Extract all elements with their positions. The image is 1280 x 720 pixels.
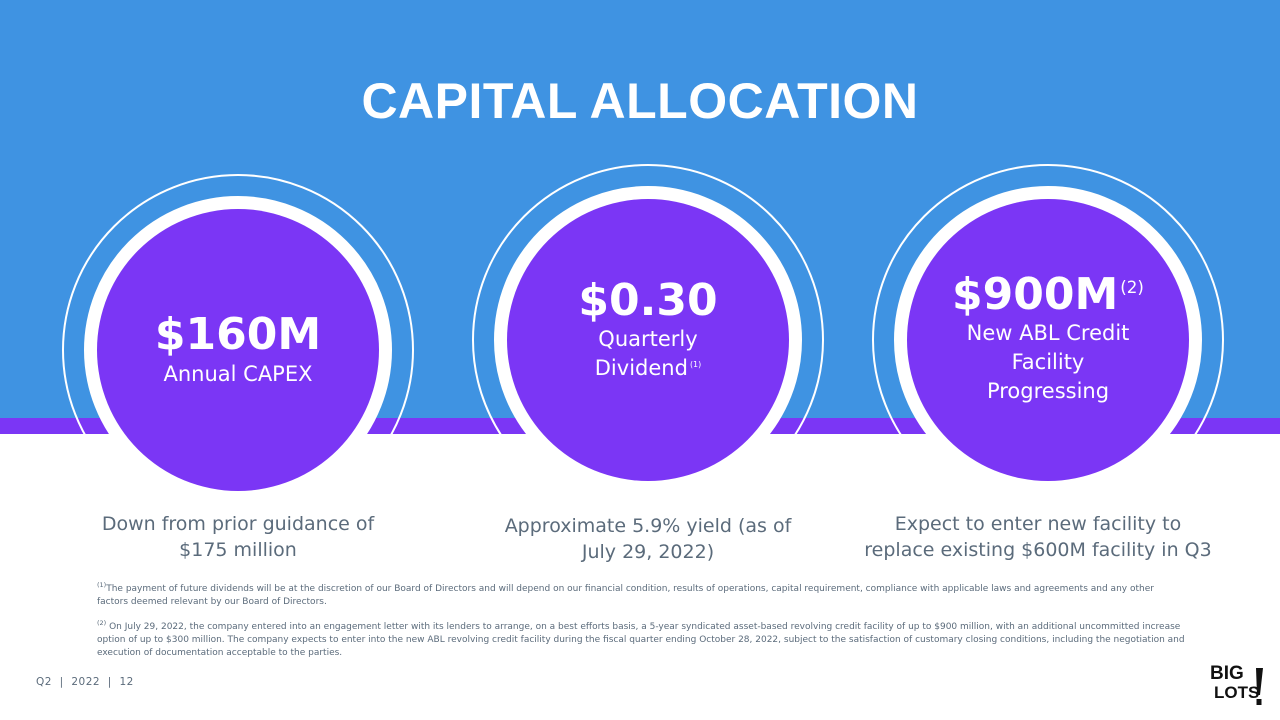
card-1-label: Annual CAPEX [163,361,313,386]
page-number: Q2 | 2022 | 12 [36,676,134,688]
card-2-value: $0.30 [578,275,718,326]
card-1-disc: $160M Annual CAPEX [97,209,379,491]
footnote-2: (2) On July 29, 2022, the company entere… [97,619,1185,659]
slide-title: CAPITAL ALLOCATION [361,73,919,129]
card-2-outer-ring [472,164,824,516]
card-2-label: Quarterly Dividend (1) [594,327,702,381]
footnote-1: (1)The payment of future dividends will … [97,581,1154,608]
card-3-disc: $900M (2) New ABL Credit Facility Progres… [907,199,1189,481]
footnote-ref-1: (1) [689,360,702,370]
exclamation-icon [1256,668,1263,705]
card-3-caption: Expect to enter new facility to replace … [864,513,1212,561]
card-3-label: New ABL Credit Facility Progressing [966,321,1130,404]
card-1-value: $160M [154,309,322,361]
footnote-ref-2: (2) [1120,277,1144,298]
card-1-caption: Down from prior guidance of $175 million [101,513,375,561]
card-2-caption: Approximate 5.9% yield (as of July 29, 2… [504,515,792,563]
card-3-outer-ring [872,164,1224,516]
card-2-disc: $0.30 Quarterly Dividend (1) [507,199,789,481]
card-3-value: $900M (2) [952,269,1144,320]
big-lots-logo: BIG LOTS [1210,664,1268,710]
card-1-outer-ring [62,174,414,526]
